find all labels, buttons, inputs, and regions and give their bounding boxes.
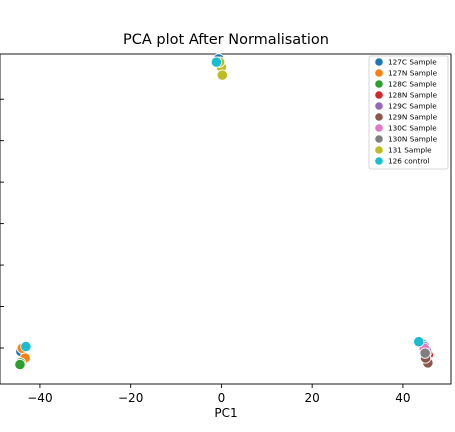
legend-label: 126 control (388, 157, 430, 166)
legend-marker (375, 102, 383, 110)
x-tick-label: −20 (118, 391, 143, 405)
legend-marker (375, 91, 383, 99)
legend-label: 127C Sample (388, 58, 437, 67)
legend-marker (375, 124, 383, 132)
legend: 127C Sample 127N Sample 128C Sample 128N Sa… (368, 55, 449, 170)
legend-marker (375, 157, 383, 165)
y-axis-ticks (0, 98, 4, 349)
scatter-point (216, 69, 228, 81)
data-points (14, 53, 434, 371)
x-tick-label: 40 (395, 391, 410, 405)
x-axis-label: PC1 (214, 406, 237, 420)
legend-frame (368, 55, 449, 170)
legend-label: 129N Sample (388, 113, 438, 122)
legend-label: 128N Sample (388, 91, 438, 100)
x-tick-label: 20 (305, 391, 320, 405)
legend-marker (375, 135, 383, 143)
x-tick-label: −40 (27, 391, 52, 405)
scatter-point (14, 358, 26, 371)
x-axis-ticks: −40 −20 0 20 40 (27, 384, 411, 405)
legend-marker (375, 80, 383, 88)
legend-label: 130C Sample (388, 124, 437, 133)
legend-label: 131 Sample (388, 146, 432, 155)
legend-marker (375, 58, 383, 66)
scatter-point (419, 347, 431, 359)
x-tick-label: 0 (218, 391, 226, 405)
legend-marker (375, 146, 383, 154)
legend-marker (375, 113, 383, 121)
chart-title: PCA plot After Normalisation (123, 32, 329, 48)
scatter-point (413, 336, 425, 348)
legend-label: 130N Sample (388, 135, 438, 144)
scatter-point (210, 56, 223, 68)
legend-marker (375, 69, 383, 77)
legend-label: 129C Sample (388, 102, 437, 111)
scatter-point (20, 341, 32, 353)
legend-label: 127N Sample (388, 69, 438, 78)
legend-label: 128C Sample (388, 80, 437, 89)
